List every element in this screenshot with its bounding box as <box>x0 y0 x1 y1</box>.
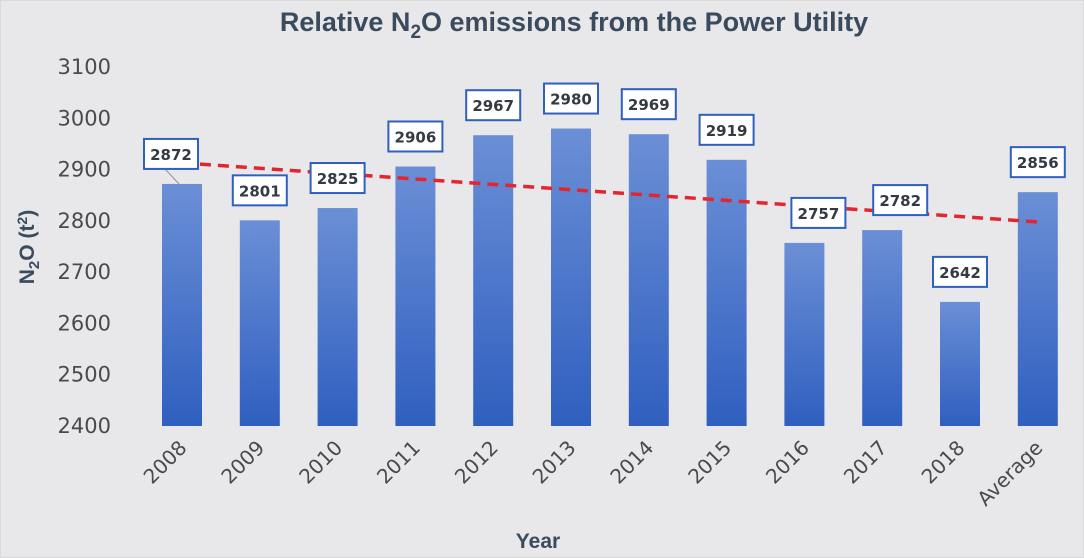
bar <box>1017 192 1058 426</box>
bar <box>551 128 591 426</box>
data-label-box <box>387 120 444 153</box>
data-label: 2919 <box>706 122 748 140</box>
y-tick-label: 2600 <box>58 311 111 335</box>
bar <box>628 134 669 427</box>
y-tick-label: 2700 <box>58 260 111 284</box>
x-tick-label: Average <box>972 436 1047 511</box>
x-tick-label: 2012 <box>450 436 503 489</box>
data-label: 2980 <box>550 91 592 109</box>
y-axis-label: N2O (t2) <box>14 210 43 284</box>
bar <box>395 166 436 426</box>
x-tick-label: 2018 <box>917 436 970 489</box>
data-label-box <box>790 196 847 229</box>
data-label: 2782 <box>879 192 921 210</box>
bar <box>239 220 280 426</box>
data-label: 2872 <box>150 146 192 164</box>
y-tick-label: 3100 <box>58 55 111 79</box>
data-label-box <box>465 89 522 122</box>
data-label-box <box>872 184 929 217</box>
y-tick-label: 2900 <box>58 158 111 182</box>
x-tick-label: 2009 <box>216 436 269 489</box>
x-tick-label: 2014 <box>605 436 658 489</box>
data-label-box <box>143 137 199 170</box>
bar <box>317 208 358 426</box>
data-label: 2967 <box>472 97 514 115</box>
data-label-box <box>231 174 288 207</box>
data-label: 2642 <box>939 264 981 282</box>
y-tick-label: 2400 <box>58 414 111 438</box>
bar <box>940 301 980 426</box>
chart-title: Relative N2O emissions from the Power Ut… <box>280 7 868 43</box>
x-tick-label: 2015 <box>683 436 736 489</box>
data-label: 2801 <box>239 182 281 200</box>
x-tick-label: 2016 <box>761 436 814 489</box>
data-label-box <box>932 255 988 288</box>
data-label: 2969 <box>628 96 670 114</box>
data-label-box <box>698 113 755 146</box>
x-tick-label: 2010 <box>294 436 347 489</box>
y-tick-label: 3000 <box>58 106 111 130</box>
x-tick-label: 2013 <box>528 436 581 489</box>
x-axis-ticks: 2008 2009 2010 2011 2012 2013 2014 2015 2016 2017… <box>139 436 1048 511</box>
y-tick-label: 2800 <box>58 209 111 233</box>
data-label: 2825 <box>317 170 359 188</box>
bar <box>862 230 903 426</box>
x-tick-label: 2017 <box>839 436 892 489</box>
data-label: 2906 <box>395 128 437 146</box>
data-labels: 2872 2801 2825 2906 2967 2980 2969 2919 2757 2782… <box>143 82 1066 288</box>
bar <box>162 183 202 426</box>
x-tick-label: 2011 <box>372 436 425 489</box>
x-axis-label: Year <box>516 530 560 553</box>
x-tick-label: 2008 <box>139 436 192 489</box>
data-label-leader <box>164 168 180 185</box>
data-label-box <box>543 82 599 115</box>
y-tick-label: 2500 <box>58 363 111 387</box>
data-label: 2856 <box>1017 154 1059 172</box>
bar <box>784 242 825 426</box>
bar-series <box>162 128 1058 427</box>
y-axis-ticks: 2400 2500 2600 2700 2800 2900 3000 3100 <box>58 55 111 438</box>
bar <box>706 159 747 426</box>
data-label-box <box>1009 146 1066 179</box>
data-label: 2757 <box>798 205 840 223</box>
bar <box>473 135 514 426</box>
data-label-box <box>620 88 677 121</box>
data-label-box <box>309 162 366 195</box>
